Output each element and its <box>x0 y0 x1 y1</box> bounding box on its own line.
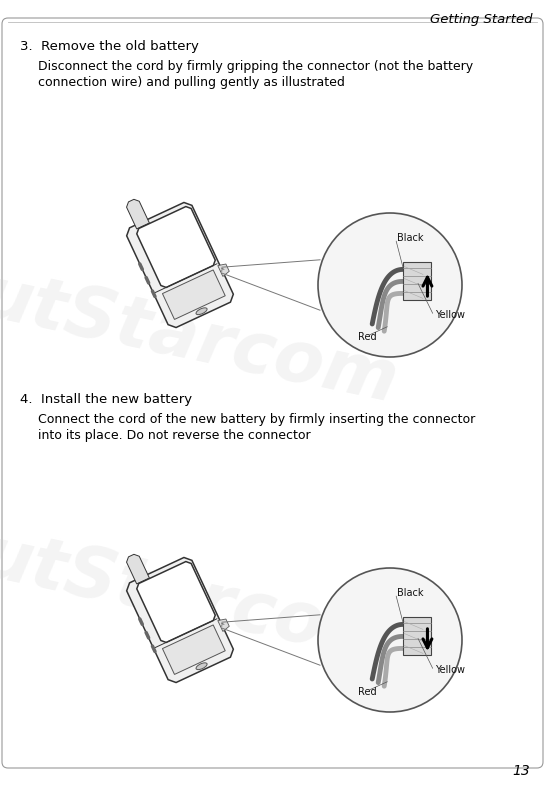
Text: Yellow: Yellow <box>435 310 465 320</box>
Text: T: T <box>219 623 224 629</box>
Ellipse shape <box>196 663 207 670</box>
Text: utStarcom: utStarcom <box>0 262 405 418</box>
Ellipse shape <box>196 308 207 314</box>
Polygon shape <box>126 555 149 584</box>
Polygon shape <box>218 264 229 276</box>
Polygon shape <box>137 562 215 642</box>
Text: Black: Black <box>397 233 423 243</box>
Text: utStarcom: utStarcom <box>0 522 405 678</box>
Text: T: T <box>219 268 224 273</box>
Bar <box>403 262 431 300</box>
Polygon shape <box>218 619 229 631</box>
Polygon shape <box>137 206 215 288</box>
Text: Getting Started: Getting Started <box>431 13 533 26</box>
Text: Disconnect the cord by firmly gripping the connector (not the battery: Disconnect the cord by firmly gripping t… <box>38 60 473 73</box>
Text: Connect the cord of the new battery by firmly inserting the connector: Connect the cord of the new battery by f… <box>38 413 475 426</box>
Text: 4.  Install the new battery: 4. Install the new battery <box>20 393 192 406</box>
Text: 13: 13 <box>512 764 530 778</box>
Circle shape <box>318 213 462 357</box>
Text: connection wire) and pulling gently as illustrated: connection wire) and pulling gently as i… <box>38 76 345 89</box>
Polygon shape <box>162 625 225 675</box>
Polygon shape <box>126 202 233 328</box>
Polygon shape <box>126 558 233 683</box>
Text: Black: Black <box>397 589 423 598</box>
Polygon shape <box>162 270 225 319</box>
Bar <box>403 618 431 656</box>
Text: Yellow: Yellow <box>435 665 465 675</box>
Circle shape <box>318 568 462 712</box>
Text: into its place. Do not reverse the connector: into its place. Do not reverse the conne… <box>38 429 311 442</box>
Polygon shape <box>126 199 149 229</box>
Text: Red: Red <box>358 687 376 697</box>
Text: 3.  Remove the old battery: 3. Remove the old battery <box>20 40 199 53</box>
Text: Red: Red <box>358 332 376 342</box>
FancyBboxPatch shape <box>2 18 543 768</box>
